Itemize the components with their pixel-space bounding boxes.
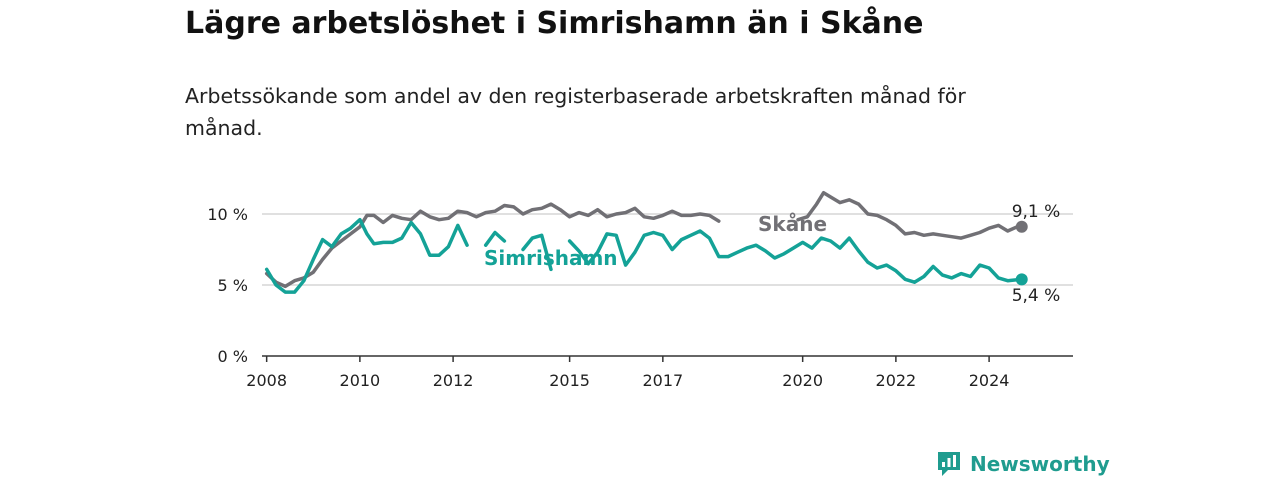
series-line-simrishamn bbox=[521, 233, 553, 272]
y-tick-label: 10 % bbox=[207, 205, 248, 224]
series-label-simrishamn: Simrishamn bbox=[484, 246, 618, 270]
x-tick-label: 2015 bbox=[549, 371, 590, 390]
x-tick-label: 2017 bbox=[642, 371, 683, 390]
chart-title: Lägre arbetslöshet i Simrishamn än i Skå… bbox=[185, 6, 924, 41]
end-point-simrishamn bbox=[1015, 273, 1028, 286]
x-tick-label: 2020 bbox=[782, 371, 823, 390]
x-tick-label: 2010 bbox=[340, 371, 381, 390]
end-label-simrishamn: 5,4 % bbox=[1012, 286, 1061, 306]
y-tick-label: 0 % bbox=[218, 347, 248, 366]
series-line-simrishamn bbox=[567, 229, 1024, 284]
end-label-skane: 9,1 % bbox=[1012, 202, 1061, 222]
series-line-simrishamn bbox=[264, 217, 469, 294]
x-tick-label: 2012 bbox=[433, 371, 474, 390]
brand-logo: Newsworthy bbox=[936, 448, 1110, 480]
x-tick-label: 2008 bbox=[246, 371, 287, 390]
x-tick-label: 2024 bbox=[969, 371, 1010, 390]
brand-name: Newsworthy bbox=[970, 452, 1110, 476]
series-line-skåne bbox=[796, 190, 1024, 240]
newsworthy-chart-bubble-icon bbox=[938, 452, 960, 476]
series-label-skane: Skåne bbox=[758, 212, 827, 236]
chart-subtitle: Arbetssökande som andel av den registerb… bbox=[185, 84, 966, 140]
end-point-skåne bbox=[1015, 220, 1028, 233]
series-line-simrishamn bbox=[483, 230, 507, 247]
series-line-skåne bbox=[264, 202, 721, 289]
y-tick-label: 5 % bbox=[218, 276, 248, 295]
x-tick-label: 2022 bbox=[876, 371, 917, 390]
